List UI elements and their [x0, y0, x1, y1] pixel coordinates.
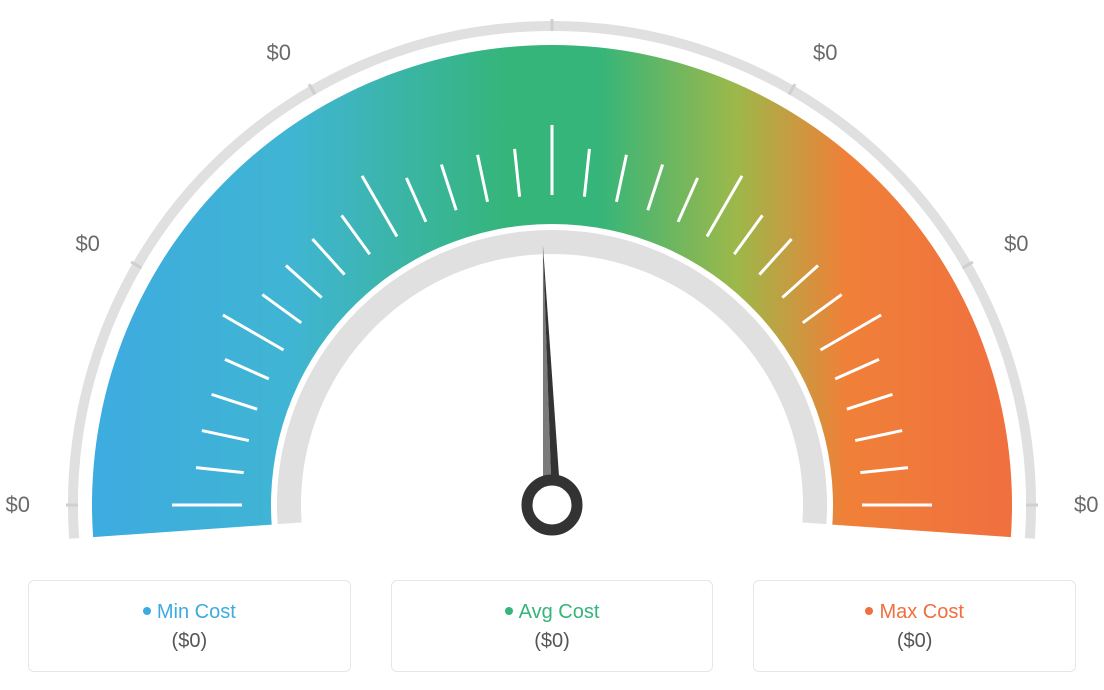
legend-title-max: Max Cost [754, 601, 1075, 624]
legend-title-avg: Avg Cost [392, 601, 713, 624]
legend-dot-avg [505, 607, 513, 615]
legend-label-avg: Avg Cost [519, 601, 600, 623]
legend-row: Min Cost ($0) Avg Cost ($0) Max Cost ($0… [0, 580, 1104, 690]
legend-label-max: Max Cost [879, 601, 963, 623]
legend-card-avg: Avg Cost ($0) [391, 580, 714, 672]
legend-card-max: Max Cost ($0) [753, 580, 1076, 672]
legend-value-max: ($0) [754, 630, 1075, 653]
gauge-tick-label: $0 [75, 231, 99, 257]
gauge-svg [0, 0, 1104, 560]
legend-title-min: Min Cost [29, 601, 350, 624]
legend-dot-min [143, 607, 151, 615]
gauge-tick-label: $0 [267, 40, 291, 66]
gauge-tick-label: $0 [813, 40, 837, 66]
gauge-tick-label: $0 [1074, 492, 1098, 518]
legend-value-avg: ($0) [392, 630, 713, 653]
gauge-area: $0$0$0$0$0$0$0 [0, 0, 1104, 560]
gauge-chart-container: $0$0$0$0$0$0$0 Min Cost ($0) Avg Cost ($… [0, 0, 1104, 690]
legend-card-min: Min Cost ($0) [28, 580, 351, 672]
legend-value-min: ($0) [29, 630, 350, 653]
legend-label-min: Min Cost [157, 601, 236, 623]
legend-dot-max [865, 607, 873, 615]
gauge-tick-label: $0 [6, 492, 30, 518]
gauge-tick-label: $0 [1004, 231, 1028, 257]
